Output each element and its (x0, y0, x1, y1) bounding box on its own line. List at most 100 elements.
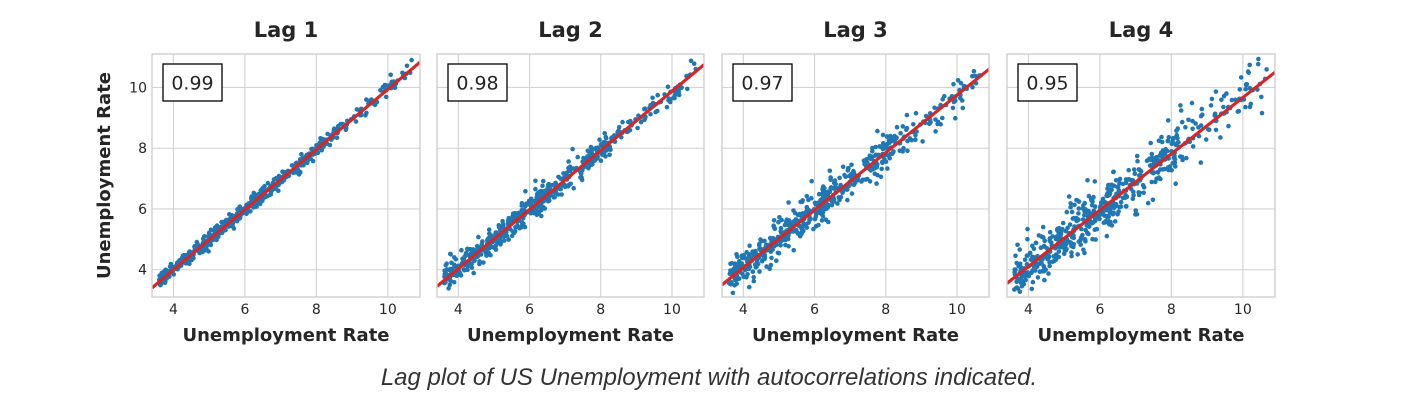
y-axis-label: Unemployment Rate (94, 72, 115, 279)
data-point (578, 171, 584, 177)
data-point (673, 90, 678, 96)
x-tick-label: 8 (312, 302, 321, 318)
data-point (1155, 170, 1161, 175)
data-point (1035, 275, 1041, 280)
data-point (894, 135, 899, 141)
data-point (1198, 160, 1204, 165)
data-point (959, 98, 965, 103)
data-point (541, 205, 546, 210)
data-point (1149, 151, 1155, 157)
data-point (727, 281, 732, 286)
data-point (655, 92, 660, 98)
x-tick-label: 6 (525, 302, 534, 318)
data-point (1199, 106, 1205, 112)
data-point (642, 106, 647, 112)
data-point (894, 124, 900, 130)
data-point (204, 246, 209, 252)
data-point (523, 204, 528, 209)
data-point (754, 264, 759, 270)
data-point (685, 86, 690, 92)
x-tick-label: 10 (663, 302, 681, 318)
data-point (1082, 212, 1087, 218)
data-point (691, 61, 697, 66)
data-point (480, 239, 485, 244)
data-point (546, 197, 551, 202)
data-point (364, 110, 369, 116)
data-point (1092, 179, 1098, 184)
data-point (1090, 236, 1095, 242)
data-point (500, 218, 505, 224)
data-point (1173, 164, 1178, 169)
data-point (536, 190, 542, 195)
data-point (1047, 259, 1052, 265)
data-point (1069, 250, 1074, 255)
data-point (1126, 167, 1131, 173)
data-point (539, 213, 544, 219)
data-point (1218, 135, 1223, 140)
data-point (769, 255, 774, 261)
data-point (1224, 91, 1229, 96)
data-point (868, 167, 874, 172)
data-point (1022, 257, 1028, 263)
data-point (1243, 104, 1248, 110)
data-point (904, 127, 909, 133)
data-point (771, 223, 776, 228)
axes-frame (436, 53, 705, 298)
data-point (541, 178, 546, 184)
autocorrelation-value: 0.95 (1026, 73, 1068, 95)
x-tick-label: 10 (948, 302, 966, 318)
lag-panel-3: 0.97 Lag 3 4 6 8 10 Unemployment Rate (721, 18, 990, 346)
data-point (1033, 240, 1039, 246)
data-point (1123, 180, 1129, 186)
data-point (1159, 139, 1165, 145)
data-point (1170, 138, 1175, 144)
data-point (1067, 240, 1073, 245)
data-point (244, 211, 249, 217)
data-point (891, 149, 896, 154)
data-point (1040, 224, 1046, 230)
data-point (1117, 176, 1123, 182)
data-point (267, 192, 273, 197)
data-point (1055, 228, 1060, 234)
data-point (299, 151, 304, 157)
data-point (474, 243, 480, 249)
data-point (883, 143, 889, 149)
data-point (566, 165, 571, 171)
data-point (758, 237, 763, 242)
data-point (904, 112, 910, 118)
data-point (194, 239, 200, 245)
data-point (827, 189, 833, 195)
data-point (1079, 226, 1084, 232)
data-point (807, 217, 812, 222)
data-point (1025, 236, 1030, 242)
data-point (688, 58, 694, 64)
data-point (1206, 127, 1211, 132)
data-point (200, 249, 205, 255)
data-point (562, 182, 568, 188)
autocorrelation-value: 0.98 (456, 73, 498, 95)
data-point (547, 185, 552, 191)
data-point (1067, 222, 1073, 227)
data-point (1041, 243, 1047, 249)
data-point (664, 104, 670, 110)
scatter-points (727, 69, 983, 296)
data-point (289, 163, 295, 168)
data-point (1115, 212, 1120, 217)
x-tick-label: 10 (1234, 302, 1252, 318)
data-point (628, 118, 633, 124)
data-point (570, 146, 575, 152)
x-tick-label: 8 (1167, 302, 1176, 318)
data-point (820, 213, 826, 219)
data-point (1016, 264, 1022, 269)
data-point (1031, 254, 1037, 260)
data-point (1259, 110, 1265, 116)
data-point (1106, 182, 1111, 188)
data-point (616, 124, 622, 130)
data-point (1264, 67, 1269, 72)
data-point (237, 216, 243, 221)
data-point (1085, 178, 1090, 183)
data-point (1075, 252, 1080, 257)
data-point (251, 190, 257, 196)
data-point (849, 162, 854, 168)
x-tick-label: 4 (454, 302, 463, 318)
